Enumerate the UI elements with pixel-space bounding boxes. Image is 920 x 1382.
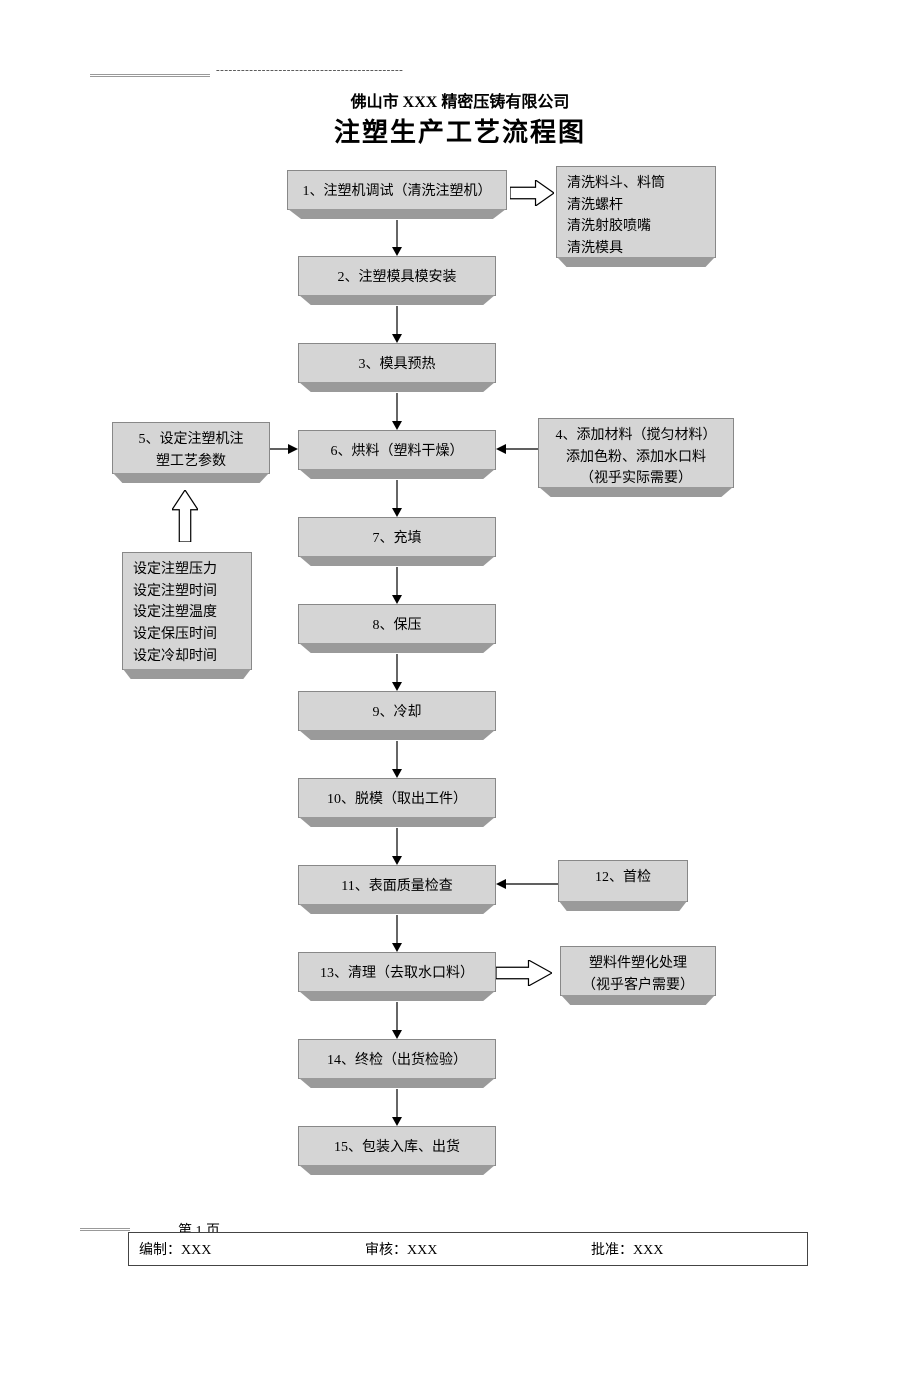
flow-step-label: 10、脱模（取出工件） [327, 788, 467, 808]
side-box-text: 设定注塑压力 设定注塑时间 设定注塑温度 设定保压时间 设定冷却时间 [133, 562, 217, 664]
header-dashes: ----------------------------------------… [216, 64, 526, 80]
side-box-text: 5、设定注塑机注 塑工艺参数 [139, 432, 244, 469]
flow-step-s1: 1、注塑机调试（清洗注塑机） [287, 170, 507, 210]
side-box-step4: 4、添加材料（搅匀材料） 添加色粉、添加水口料 （视乎实际需要） [538, 418, 734, 488]
arrow-down-icon [387, 306, 407, 343]
flow-step-s7: 7、充填 [298, 517, 496, 557]
arrow-down-icon [387, 1002, 407, 1039]
arrow-down-icon [387, 1089, 407, 1126]
arrow-left-icon [496, 877, 558, 896]
arrow-down-icon [387, 741, 407, 778]
footer-signoff: 编制：XXX审核：XXX批准：XXX [128, 1232, 808, 1266]
flow-step-s8: 8、保压 [298, 604, 496, 644]
flow-step-label: 15、包装入库、出货 [334, 1136, 460, 1156]
arrow-left-icon [496, 442, 538, 461]
side-box-text: 12、首检 [595, 870, 651, 885]
side-box-step12: 12、首检 [558, 860, 688, 902]
side-box-params: 设定注塑压力 设定注塑时间 设定注塑温度 设定保压时间 设定冷却时间 [122, 552, 252, 670]
company-name: 佛山市 XXX 精密压铸有限公司 [0, 88, 920, 112]
arrow-down-icon [387, 393, 407, 430]
flow-step-label: 2、注塑模具模安装 [338, 266, 457, 286]
side-box-plast: 塑料件塑化处理 （视乎客户需要） [560, 946, 716, 996]
flow-step-s15: 15、包装入库、出货 [298, 1126, 496, 1166]
footer-author: 编制：XXX [129, 1233, 355, 1265]
flow-step-s6: 6、烘料（塑料干燥） [298, 430, 496, 470]
block-arrow-up-icon [172, 490, 198, 542]
footer-approve: 批准：XXX [581, 1233, 807, 1265]
footer-review: 审核：XXX [355, 1233, 581, 1265]
block-arrow-right-icon [496, 960, 552, 986]
flow-step-s13: 13、清理（去取水口料） [298, 952, 496, 992]
side-box-clean: 清洗料斗、料筒 清洗螺杆 清洗射胶喷嘴 清洗模具 [556, 166, 716, 258]
flow-step-label: 14、终检（出货检验） [327, 1049, 467, 1069]
arrow-down-icon [387, 915, 407, 952]
side-box-text: 4、添加材料（搅匀材料） 添加色粉、添加水口料 （视乎实际需要） [556, 428, 717, 486]
side-box-text: 塑料件塑化处理 （视乎客户需要） [582, 956, 694, 993]
flow-step-s9: 9、冷却 [298, 691, 496, 731]
flow-step-label: 13、清理（去取水口料） [320, 962, 474, 982]
flow-step-label: 7、充填 [373, 527, 422, 547]
arrow-right-icon [270, 442, 298, 461]
flow-step-label: 11、表面质量检查 [341, 875, 452, 895]
flow-step-label: 3、模具预热 [359, 353, 436, 373]
flow-step-label: 9、冷却 [373, 701, 422, 721]
side-box-text: 清洗料斗、料筒 清洗螺杆 清洗射胶喷嘴 清洗模具 [567, 176, 665, 256]
side-box-step5: 5、设定注塑机注 塑工艺参数 [112, 422, 270, 474]
arrow-down-icon [387, 220, 407, 256]
flow-step-s3: 3、模具预热 [298, 343, 496, 383]
flow-step-s10: 10、脱模（取出工件） [298, 778, 496, 818]
flow-step-label: 6、烘料（塑料干燥） [331, 440, 464, 460]
flow-step-label: 1、注塑机调试（清洗注塑机） [303, 180, 492, 200]
arrow-down-icon [387, 654, 407, 691]
arrow-down-icon [387, 480, 407, 517]
flow-step-s14: 14、终检（出货检验） [298, 1039, 496, 1079]
arrow-down-icon [387, 567, 407, 604]
page-title: 注塑生产工艺流程图 [0, 112, 920, 149]
arrow-down-icon [387, 828, 407, 865]
flow-step-s11: 11、表面质量检查 [298, 865, 496, 905]
flow-step-label: 8、保压 [373, 614, 422, 634]
flow-step-s2: 2、注塑模具模安装 [298, 256, 496, 296]
block-arrow-right-icon [510, 180, 554, 206]
